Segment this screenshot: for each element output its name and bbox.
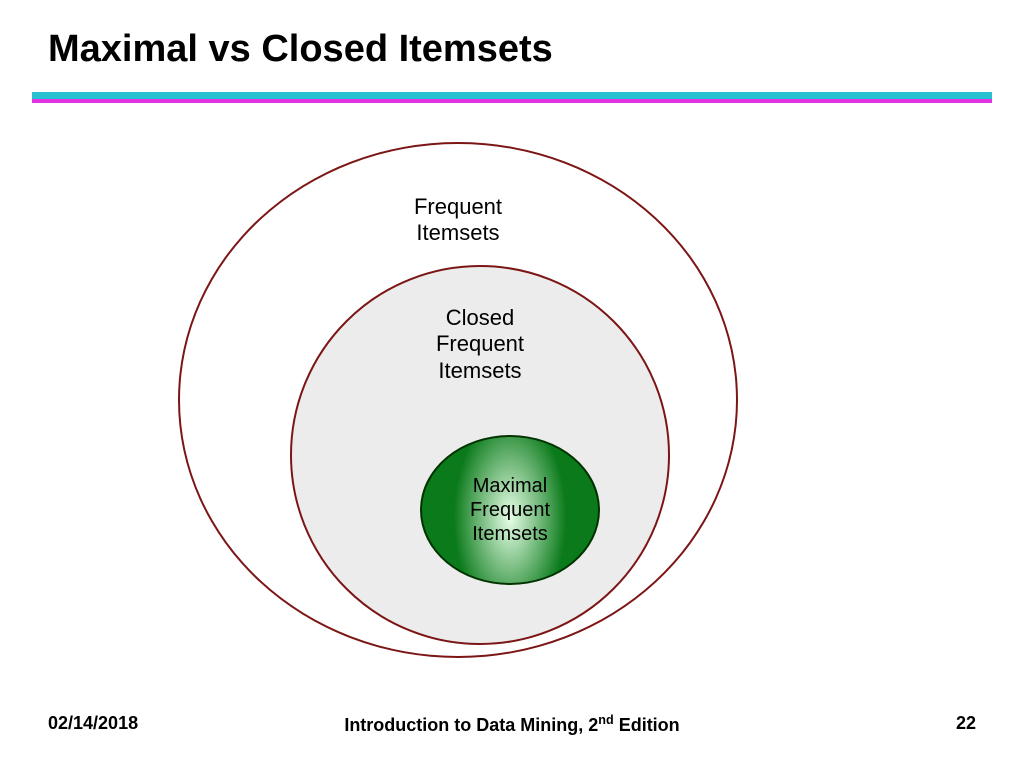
slide: { "title": { "text": "Maximal vs Closed … (0, 0, 1024, 768)
divider-bottom (32, 99, 992, 103)
footer-center-prefix: Introduction to Data Mining, 2 (344, 715, 598, 735)
inner-circle-maximal-frequent: MaximalFrequentItemsets (420, 435, 600, 585)
slide-title: Maximal vs Closed Itemsets (48, 28, 553, 71)
venn-diagram: FrequentItemsets ClosedFrequentItemsets … (0, 120, 1024, 688)
footer-center-sup: nd (598, 713, 613, 727)
footer: 02/14/2018 Introduction to Data Mining, … (48, 713, 976, 734)
footer-center: Introduction to Data Mining, 2nd Edition (48, 713, 976, 736)
footer-center-suffix: Edition (614, 715, 680, 735)
divider-top (32, 92, 992, 99)
outer-circle-label: FrequentItemsets (414, 194, 502, 247)
inner-circle-label: MaximalFrequentItemsets (470, 474, 550, 546)
middle-circle-label: ClosedFrequentItemsets (436, 305, 524, 384)
